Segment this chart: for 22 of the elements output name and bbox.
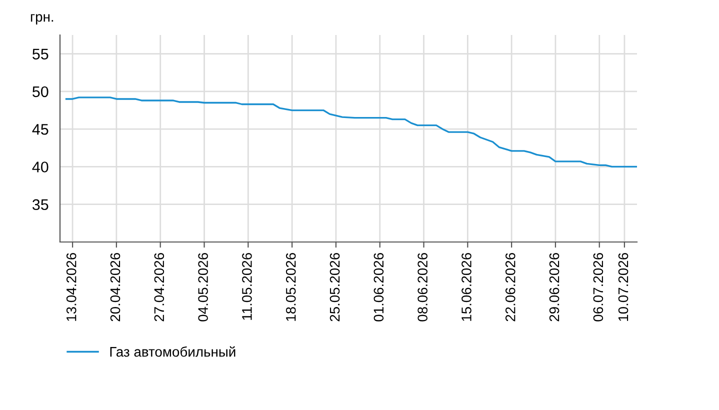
x-tick-label: 29.06.2026 (549, 253, 560, 322)
x-tick-label: 11.05.2026 (242, 253, 252, 320)
x-tick-label: 22.06.2026 (505, 253, 516, 322)
y-tick-label: 35 (32, 199, 48, 210)
x-tick-label: 15.06.2026 (462, 253, 472, 321)
x-tick-label: 18.05.2026 (286, 253, 296, 321)
line-series (65, 96, 637, 168)
y-tick-label: 45 (32, 124, 48, 135)
x-tick-label: 13.04.2026 (66, 253, 76, 321)
legend-label: Газ автомобильный (110, 346, 236, 357)
x-tick-label: 06.07.2026 (593, 253, 604, 322)
y-tick-label: 55 (32, 48, 48, 60)
y-tick-label: 40 (32, 162, 48, 172)
x-tick-label: 04.05.2026 (198, 253, 208, 322)
x-tick-label: 27.04.2026 (154, 253, 164, 322)
x-tick-label: 20.04.2026 (110, 253, 120, 322)
y-tick-label: 50 (32, 86, 48, 98)
x-tick-label: 10.07.2026 (618, 253, 628, 321)
x-tick-label: 25.05.2026 (330, 253, 340, 322)
x-tick-label: 08.06.2026 (418, 253, 428, 322)
y-axis-title: грн. (30, 14, 54, 24)
x-tick-label: 01.06.2026 (374, 253, 384, 322)
